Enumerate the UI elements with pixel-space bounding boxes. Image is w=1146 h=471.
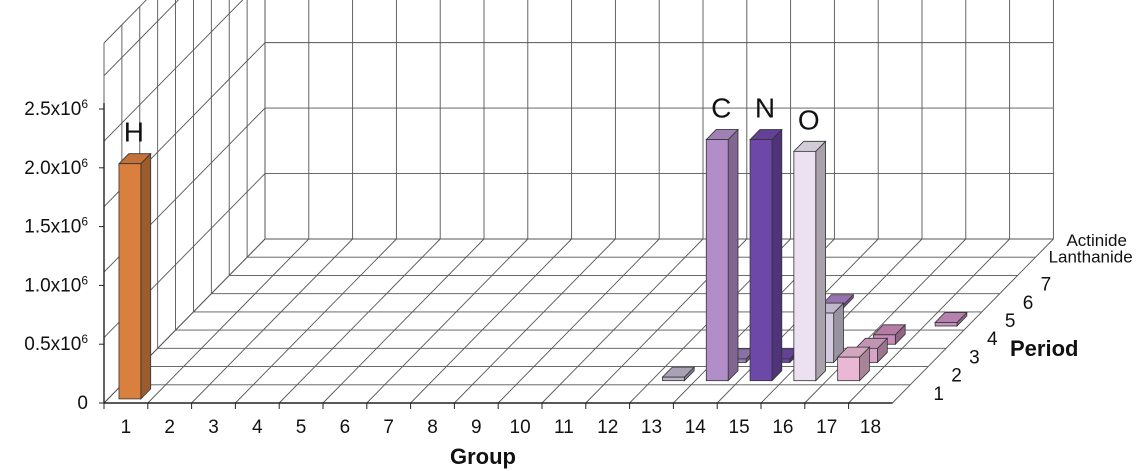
- bar-side-face: [815, 140, 827, 382]
- bar-group-17-period-2: [836, 346, 871, 382]
- bar-group-18-period-5: [934, 311, 968, 327]
- bar-side-face: [140, 152, 152, 400]
- element-label: O: [798, 104, 820, 135]
- floor-gridline: [497, 238, 660, 404]
- z-tick-label: 1.0x106: [24, 273, 88, 296]
- bar-group-15-period-2: [749, 128, 783, 382]
- x-tick-label: 3: [208, 417, 219, 438]
- x-tick-label: 4: [252, 417, 263, 438]
- y-tick-label: 5: [1005, 311, 1016, 332]
- floor-gridline: [541, 238, 704, 404]
- z-tick-label: 2.5x106: [24, 97, 88, 120]
- element-label: C: [711, 93, 731, 124]
- bar-group-14-period-2: [705, 128, 739, 382]
- side-wall-gridline: [103, 0, 147, 44]
- z-tick-label: 1.5x106: [24, 215, 88, 238]
- bar-group-1-period-1: [118, 152, 152, 400]
- x-tick-label: 18: [860, 417, 881, 438]
- z-tick-label: 0.5x106: [24, 332, 88, 355]
- bar-group-13-period-2: [661, 366, 696, 382]
- bar-front-face: [118, 163, 142, 400]
- y-tick-label: 4: [987, 329, 998, 350]
- z-tick-label: 0: [77, 393, 88, 414]
- element-label: N: [755, 93, 775, 124]
- floor-gridline: [191, 238, 353, 404]
- x-tick-label: 1: [121, 417, 132, 438]
- x-tick-label: 11: [554, 417, 574, 438]
- x-tick-label: 13: [641, 417, 662, 438]
- x-tick-label: 7: [383, 417, 394, 438]
- floor-gridline: [322, 238, 485, 404]
- x-tick-label: 6: [340, 417, 351, 438]
- bar-side-face: [771, 128, 783, 382]
- floor-gridline: [366, 238, 529, 404]
- grid-layer: [103, 0, 1054, 404]
- x-tick-label: 9: [471, 417, 482, 438]
- y-tick-label: Actinide: [1066, 231, 1126, 250]
- y-tick-label: 1: [933, 384, 944, 405]
- floor-gridline: [454, 238, 616, 404]
- bar-front-face: [793, 150, 817, 382]
- bars-layer: [118, 128, 968, 400]
- x-tick-label: 8: [427, 417, 438, 438]
- bar-front-face: [749, 139, 773, 382]
- floor-gridline: [278, 238, 441, 404]
- x-tick-label: 10: [510, 417, 531, 438]
- x-axis-title: Group: [450, 444, 516, 469]
- y-tick-label: 2: [951, 366, 962, 387]
- x-tick-label: 15: [729, 417, 750, 438]
- z-tick-label: 2.0x106: [24, 156, 88, 179]
- side-wall-gridline: [103, 0, 244, 142]
- y-tick-label: 7: [1041, 275, 1052, 296]
- x-tick-label: 14: [685, 417, 707, 438]
- element-label: H: [124, 117, 144, 148]
- x-tick-label: 12: [597, 417, 618, 438]
- bar-front-face: [837, 356, 860, 382]
- bar-group-16-period-2: [792, 140, 827, 382]
- bar-front-face: [934, 322, 958, 327]
- bar-front-face: [662, 376, 685, 382]
- bar-side-face: [727, 128, 739, 382]
- floor-gridline: [804, 238, 967, 404]
- y-tick-label: 3: [969, 347, 980, 368]
- floor-gridline: [235, 238, 397, 404]
- y-tick-label: 6: [1023, 293, 1034, 314]
- floor-gridline: [147, 238, 310, 404]
- floor-gridline: [848, 238, 1010, 404]
- y-tick-label: Lanthanide: [1049, 247, 1133, 266]
- side-wall-gridline: [103, 0, 179, 77]
- x-tick-label: 5: [296, 417, 307, 438]
- floor-gridline: [410, 238, 572, 404]
- x-tick-label: 16: [772, 417, 793, 438]
- floor-gridline: [892, 238, 1054, 404]
- bar-front-face: [705, 139, 729, 382]
- y-axis-title: Period: [1010, 336, 1078, 361]
- x-tick-label: 2: [164, 417, 175, 438]
- x-tick-label: 17: [816, 417, 837, 438]
